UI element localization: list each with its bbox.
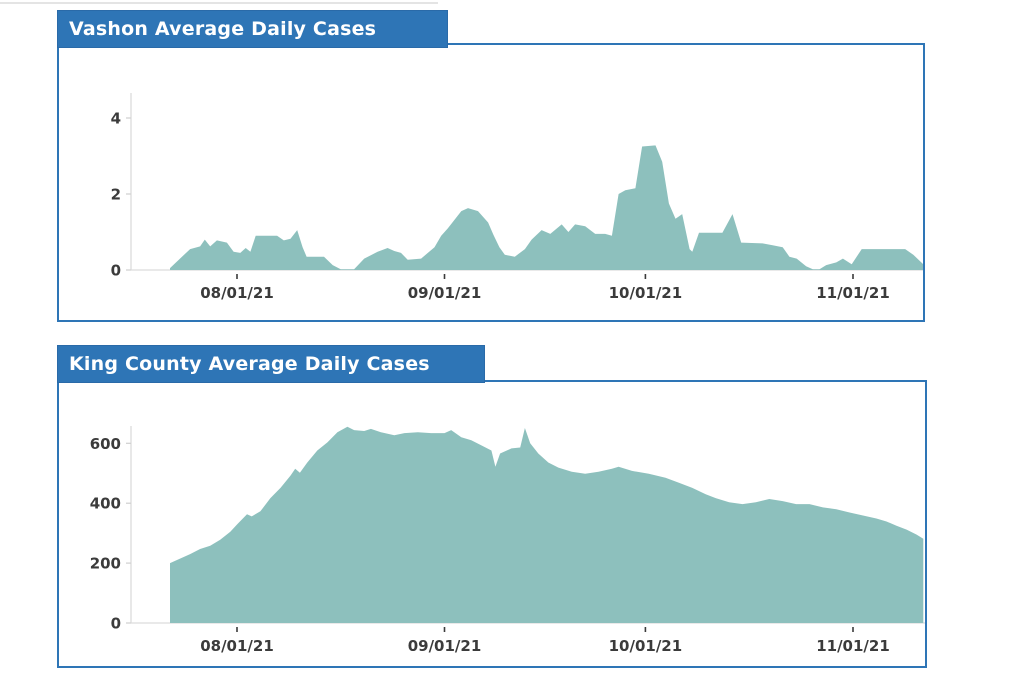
vashon-chart-title: Vashon Average Daily Cases bbox=[69, 18, 377, 40]
x-tick-label: 08/01/21 bbox=[200, 284, 274, 302]
vashon-chart-plot[interactable]: 0 2 4 08/01/21 09/01/21 10/01/21 11/01/21 bbox=[59, 45, 923, 320]
x-tick-label: 08/01/21 bbox=[200, 637, 274, 655]
x-tick-label: 10/01/21 bbox=[609, 284, 683, 302]
y-tick-label: 200 bbox=[90, 555, 121, 573]
y-tick-label: 600 bbox=[90, 435, 121, 453]
x-tick-label: 09/01/21 bbox=[408, 637, 482, 655]
vashon-chart-title-bar: Vashon Average Daily Cases bbox=[57, 10, 448, 48]
x-tick-label: 09/01/21 bbox=[408, 284, 482, 302]
top-edge-line bbox=[0, 2, 438, 4]
vashon-chart-panel: 0 2 4 08/01/21 09/01/21 10/01/21 11/01/21 bbox=[57, 43, 925, 322]
area-series bbox=[170, 426, 924, 623]
king-county-chart-plot[interactable]: 0 200 400 600 08/01/21 09/01/21 10/01/21 11/01/… bbox=[59, 382, 925, 666]
king-county-chart-title-bar: King County Average Daily Cases bbox=[57, 345, 485, 383]
y-tick-label: 0 bbox=[111, 262, 121, 280]
y-tick-label: 2 bbox=[111, 186, 121, 204]
x-tick-label: 11/01/21 bbox=[816, 637, 890, 655]
area-series bbox=[170, 145, 923, 270]
y-tick-label: 0 bbox=[111, 615, 121, 633]
y-tick-label: 4 bbox=[111, 110, 121, 128]
king-county-chart-panel: 0 200 400 600 08/01/21 09/01/21 10/01/21 11/01/… bbox=[57, 380, 927, 668]
king-county-chart-title: King County Average Daily Cases bbox=[69, 353, 430, 375]
x-tick-label: 10/01/21 bbox=[609, 637, 683, 655]
y-tick-label: 400 bbox=[90, 495, 121, 513]
x-tick-label: 11/01/21 bbox=[816, 284, 890, 302]
